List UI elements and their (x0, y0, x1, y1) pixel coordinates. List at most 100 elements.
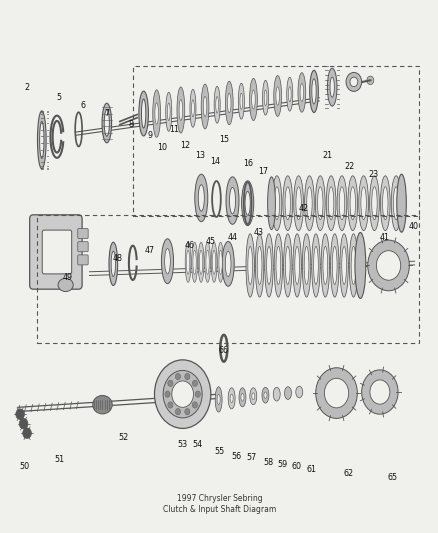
Ellipse shape (249, 388, 256, 405)
Ellipse shape (354, 232, 365, 298)
Circle shape (154, 360, 210, 429)
Circle shape (195, 391, 200, 397)
Ellipse shape (215, 96, 218, 113)
Text: 9: 9 (147, 131, 152, 140)
Ellipse shape (198, 242, 204, 282)
FancyBboxPatch shape (30, 215, 82, 289)
Ellipse shape (317, 187, 322, 220)
Ellipse shape (284, 387, 291, 399)
Ellipse shape (190, 90, 195, 127)
Ellipse shape (330, 234, 338, 297)
Ellipse shape (309, 70, 318, 112)
Ellipse shape (185, 242, 191, 282)
Ellipse shape (369, 176, 378, 231)
Ellipse shape (262, 80, 268, 115)
Ellipse shape (155, 103, 158, 124)
Text: 11: 11 (169, 125, 179, 134)
Text: 45: 45 (205, 237, 215, 246)
Circle shape (324, 378, 348, 408)
Ellipse shape (390, 176, 400, 231)
Ellipse shape (161, 239, 173, 284)
Ellipse shape (261, 387, 268, 403)
Circle shape (369, 380, 389, 404)
Ellipse shape (329, 77, 334, 97)
Ellipse shape (244, 191, 250, 215)
Ellipse shape (194, 174, 207, 222)
Ellipse shape (349, 187, 355, 220)
Ellipse shape (274, 187, 279, 220)
Circle shape (184, 408, 190, 415)
Ellipse shape (282, 176, 292, 231)
Circle shape (367, 240, 408, 291)
Ellipse shape (283, 234, 291, 297)
Text: 48: 48 (113, 254, 122, 263)
Text: 54: 54 (192, 440, 202, 449)
Circle shape (192, 402, 197, 408)
Ellipse shape (230, 394, 233, 402)
Text: 66: 66 (218, 346, 228, 356)
Ellipse shape (332, 246, 336, 285)
Text: 49: 49 (63, 272, 73, 281)
Text: 60: 60 (291, 463, 301, 471)
Ellipse shape (249, 78, 257, 120)
Text: 58: 58 (262, 458, 272, 467)
Circle shape (16, 409, 25, 419)
Ellipse shape (272, 387, 279, 401)
Ellipse shape (266, 246, 271, 285)
Text: 12: 12 (179, 141, 190, 150)
Ellipse shape (336, 176, 346, 231)
Ellipse shape (294, 246, 299, 285)
Ellipse shape (304, 176, 314, 231)
Text: 21: 21 (321, 151, 331, 160)
Ellipse shape (300, 84, 303, 101)
Ellipse shape (273, 234, 282, 297)
Ellipse shape (339, 187, 344, 220)
Ellipse shape (292, 234, 301, 297)
Circle shape (361, 370, 397, 414)
Text: 16: 16 (242, 159, 252, 168)
Circle shape (167, 380, 173, 386)
Ellipse shape (204, 242, 210, 282)
Ellipse shape (198, 185, 204, 211)
Ellipse shape (349, 234, 357, 297)
Ellipse shape (304, 246, 308, 285)
Ellipse shape (214, 86, 220, 123)
Ellipse shape (186, 251, 189, 274)
Ellipse shape (199, 251, 202, 274)
Ellipse shape (167, 103, 170, 120)
Circle shape (375, 251, 400, 280)
Ellipse shape (360, 187, 365, 220)
Text: 59: 59 (276, 460, 287, 469)
Ellipse shape (212, 251, 215, 274)
FancyBboxPatch shape (78, 241, 88, 252)
Circle shape (163, 370, 202, 418)
Ellipse shape (92, 395, 112, 414)
Circle shape (167, 402, 173, 408)
Circle shape (366, 76, 373, 85)
Ellipse shape (211, 242, 216, 282)
Text: 6: 6 (80, 101, 85, 110)
Ellipse shape (275, 87, 279, 105)
Ellipse shape (193, 251, 196, 274)
Text: 13: 13 (194, 151, 205, 160)
Ellipse shape (229, 188, 235, 214)
Ellipse shape (109, 242, 117, 286)
Text: 55: 55 (214, 447, 224, 456)
Ellipse shape (273, 76, 281, 116)
Ellipse shape (247, 246, 252, 285)
Ellipse shape (222, 241, 234, 286)
Ellipse shape (179, 100, 182, 120)
Ellipse shape (219, 251, 222, 274)
Text: 56: 56 (231, 452, 241, 461)
Text: 1997 Chrysler Sebring
Clutch & Input Shaft Diagram: 1997 Chrysler Sebring Clutch & Input Sha… (162, 494, 276, 514)
Ellipse shape (285, 246, 290, 285)
Ellipse shape (240, 393, 244, 401)
Text: 57: 57 (245, 453, 256, 462)
Ellipse shape (263, 392, 266, 398)
Ellipse shape (295, 187, 300, 220)
Text: 46: 46 (184, 241, 194, 250)
Ellipse shape (339, 234, 347, 297)
Ellipse shape (264, 90, 266, 106)
Text: 10: 10 (157, 143, 167, 152)
Ellipse shape (225, 81, 233, 125)
